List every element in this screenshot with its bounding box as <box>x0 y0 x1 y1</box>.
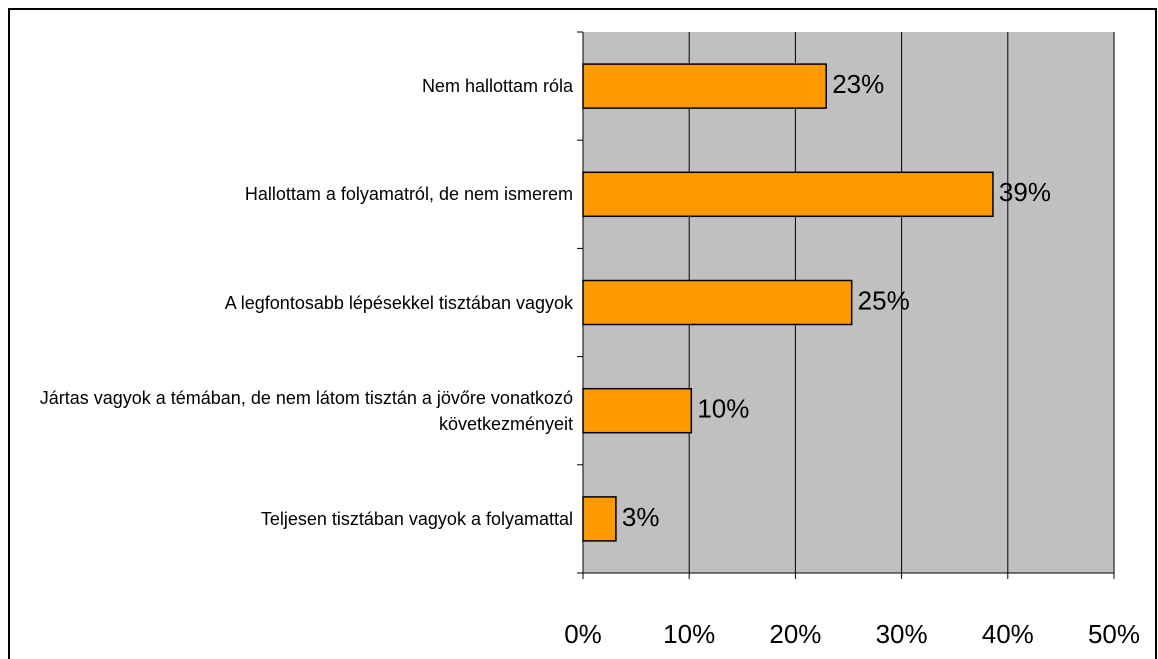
bar <box>582 171 994 218</box>
x-tick-label: 20% <box>769 619 821 649</box>
value-label: 23% <box>832 69 884 99</box>
value-label: 25% <box>858 285 910 315</box>
y-tick-label: Jártas vagyok a témában, de nem látom ti… <box>39 387 573 434</box>
category-label-box: Nem hallottam róla <box>421 76 573 97</box>
bar <box>582 279 853 326</box>
y-tick-label: Teljesen tisztában vagyok a folyamattal <box>260 508 573 529</box>
bar <box>582 63 827 109</box>
y-tick-label: A legfontosabb lépésekkel tisztában vagy… <box>224 292 573 313</box>
value-label: 39% <box>999 177 1051 207</box>
value-label: 3% <box>622 502 660 532</box>
value-label: 10% <box>697 394 749 424</box>
category-label-box: Jártas vagyok a témában, de nem látom ti… <box>39 387 573 434</box>
bar <box>582 496 617 542</box>
frame <box>8 8 1157 659</box>
bar <box>582 387 693 434</box>
x-tick-label: 50% <box>1088 619 1140 649</box>
x-tick-label: 30% <box>876 619 928 649</box>
x-tick-label: 0% <box>564 619 602 649</box>
category-label-box: Teljesen tisztában vagyok a folyamattal <box>260 508 573 529</box>
category-label-box: Hallottam a folyamatról, de nem ismerem <box>244 184 573 205</box>
x-tick-label: 10% <box>663 619 715 649</box>
x-tick-label: 40% <box>982 619 1034 649</box>
y-tick-label: Hallottam a folyamatról, de nem ismerem <box>244 184 573 205</box>
y-tick-label: Nem hallottam róla <box>421 76 573 97</box>
category-label-box: A legfontosabb lépésekkel tisztában vagy… <box>224 292 573 313</box>
